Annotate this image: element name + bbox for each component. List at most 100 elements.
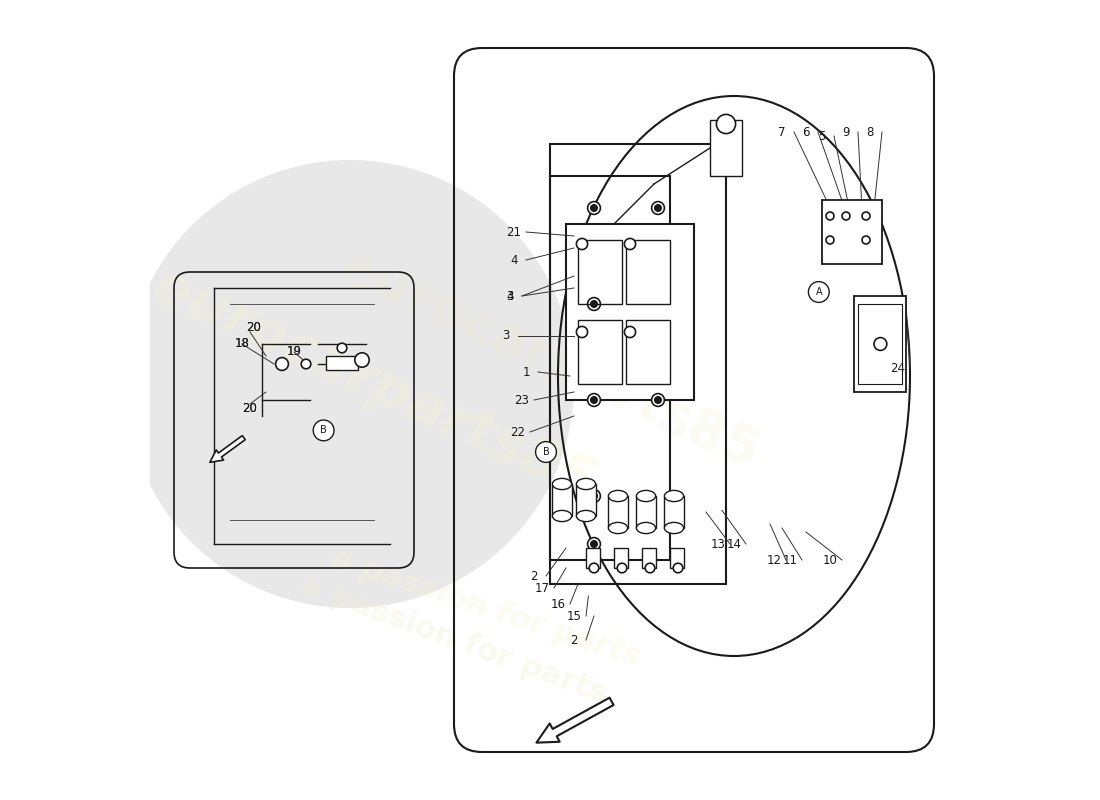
Text: 12: 12 xyxy=(767,554,781,566)
Text: 23: 23 xyxy=(515,394,529,406)
Circle shape xyxy=(842,212,850,220)
Circle shape xyxy=(625,238,636,250)
Text: 21: 21 xyxy=(506,226,521,238)
Text: 8: 8 xyxy=(867,126,873,138)
Circle shape xyxy=(126,160,574,608)
Circle shape xyxy=(536,442,557,462)
Bar xyxy=(608,496,628,528)
Circle shape xyxy=(716,114,736,134)
Text: 18: 18 xyxy=(234,338,250,350)
Circle shape xyxy=(590,563,598,573)
Ellipse shape xyxy=(608,522,628,534)
Circle shape xyxy=(587,394,601,406)
Circle shape xyxy=(587,490,601,502)
Text: 16: 16 xyxy=(550,598,565,610)
Circle shape xyxy=(862,212,870,220)
Bar xyxy=(576,484,595,516)
Text: 2: 2 xyxy=(570,634,578,646)
Text: 20: 20 xyxy=(243,402,257,414)
Bar xyxy=(550,176,670,560)
Circle shape xyxy=(673,563,683,573)
Circle shape xyxy=(338,343,346,353)
Circle shape xyxy=(654,397,661,403)
Text: 3: 3 xyxy=(503,330,509,342)
Text: 14: 14 xyxy=(726,538,741,550)
Text: 2: 2 xyxy=(530,570,538,582)
Text: a passion for parts: a passion for parts xyxy=(328,544,645,672)
Text: 20: 20 xyxy=(246,322,262,334)
Circle shape xyxy=(651,394,664,406)
Circle shape xyxy=(301,359,311,369)
Bar xyxy=(642,548,657,568)
Text: 17: 17 xyxy=(535,582,550,594)
Bar xyxy=(326,356,358,370)
Bar xyxy=(670,548,684,568)
Circle shape xyxy=(355,353,370,367)
Circle shape xyxy=(591,493,597,499)
Circle shape xyxy=(808,282,829,302)
Circle shape xyxy=(862,236,870,244)
Text: 18: 18 xyxy=(234,338,250,350)
Ellipse shape xyxy=(664,522,683,534)
Bar xyxy=(586,548,601,568)
Text: 7: 7 xyxy=(779,126,785,138)
Circle shape xyxy=(826,236,834,244)
Bar xyxy=(664,496,683,528)
Text: 22: 22 xyxy=(510,426,526,438)
Text: 1: 1 xyxy=(522,366,530,378)
Circle shape xyxy=(651,202,664,214)
Bar xyxy=(822,200,882,264)
Circle shape xyxy=(587,538,601,550)
Circle shape xyxy=(654,205,661,211)
Text: 13: 13 xyxy=(711,538,725,550)
Circle shape xyxy=(587,202,601,214)
Text: 11: 11 xyxy=(782,554,797,566)
Text: 4: 4 xyxy=(510,254,518,266)
Ellipse shape xyxy=(664,490,683,502)
Bar xyxy=(578,320,621,384)
Circle shape xyxy=(617,563,627,573)
Circle shape xyxy=(591,541,597,547)
Ellipse shape xyxy=(637,490,656,502)
Circle shape xyxy=(826,212,834,220)
Text: eurocarparts85: eurocarparts85 xyxy=(332,240,768,480)
Circle shape xyxy=(314,420,334,441)
Text: 9: 9 xyxy=(843,126,849,138)
Text: 19: 19 xyxy=(286,346,301,358)
Bar xyxy=(578,240,621,304)
Circle shape xyxy=(591,397,597,403)
Ellipse shape xyxy=(576,478,595,490)
Circle shape xyxy=(625,326,636,338)
Bar xyxy=(626,240,670,304)
Text: eurocarparts85: eurocarparts85 xyxy=(144,258,604,510)
Bar xyxy=(637,496,656,528)
Ellipse shape xyxy=(608,490,628,502)
Bar xyxy=(566,224,694,400)
Bar xyxy=(626,320,670,384)
Bar xyxy=(550,144,726,584)
Circle shape xyxy=(276,358,288,370)
Ellipse shape xyxy=(576,510,595,522)
Ellipse shape xyxy=(552,510,572,522)
Text: 24: 24 xyxy=(891,362,905,374)
Bar xyxy=(858,304,902,384)
Bar xyxy=(854,296,906,392)
Text: 20: 20 xyxy=(243,402,257,414)
Text: B: B xyxy=(542,447,549,457)
Text: 5: 5 xyxy=(818,130,826,142)
Bar xyxy=(710,120,742,176)
Bar xyxy=(552,484,572,516)
Ellipse shape xyxy=(637,522,656,534)
Circle shape xyxy=(587,298,601,310)
Text: 15: 15 xyxy=(566,610,582,622)
Text: a passion for parts: a passion for parts xyxy=(297,571,610,709)
Text: 4: 4 xyxy=(506,290,514,302)
Text: B: B xyxy=(320,426,327,435)
Text: 20: 20 xyxy=(246,322,262,334)
Circle shape xyxy=(646,563,654,573)
Text: 10: 10 xyxy=(823,554,837,566)
Circle shape xyxy=(591,205,597,211)
Circle shape xyxy=(591,301,597,307)
Ellipse shape xyxy=(552,478,572,490)
Text: 19: 19 xyxy=(286,346,301,358)
